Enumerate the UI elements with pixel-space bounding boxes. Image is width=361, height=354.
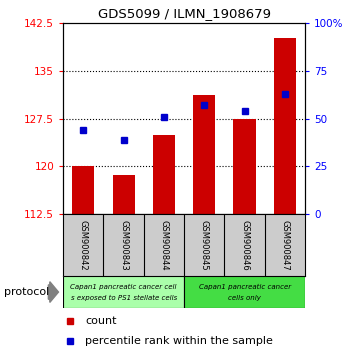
Text: GSM900846: GSM900846 bbox=[240, 220, 249, 270]
Text: s exposed to PS1 stellate cells: s exposed to PS1 stellate cells bbox=[70, 295, 177, 302]
Text: GSM900845: GSM900845 bbox=[200, 220, 209, 270]
Text: GSM900847: GSM900847 bbox=[280, 220, 290, 270]
Text: Capan1 pancreatic cancer cell: Capan1 pancreatic cancer cell bbox=[70, 284, 177, 290]
Bar bbox=[113, 175, 135, 214]
Text: GSM900842: GSM900842 bbox=[79, 220, 88, 270]
Bar bbox=[72, 166, 95, 214]
Bar bbox=[274, 38, 296, 214]
Bar bbox=[193, 95, 216, 214]
Bar bbox=[184, 276, 305, 308]
Text: protocol: protocol bbox=[4, 287, 49, 297]
FancyArrow shape bbox=[48, 282, 58, 302]
Text: count: count bbox=[85, 316, 117, 326]
Text: percentile rank within the sample: percentile rank within the sample bbox=[85, 336, 273, 346]
Text: cells only: cells only bbox=[228, 296, 261, 301]
Text: GSM900844: GSM900844 bbox=[160, 220, 169, 270]
Title: GDS5099 / ILMN_1908679: GDS5099 / ILMN_1908679 bbox=[97, 7, 271, 21]
Bar bbox=[234, 119, 256, 214]
Bar bbox=[63, 276, 184, 308]
Bar bbox=[153, 135, 175, 214]
Text: Capan1 pancreatic cancer: Capan1 pancreatic cancer bbox=[199, 284, 291, 290]
Text: GSM900843: GSM900843 bbox=[119, 220, 128, 270]
